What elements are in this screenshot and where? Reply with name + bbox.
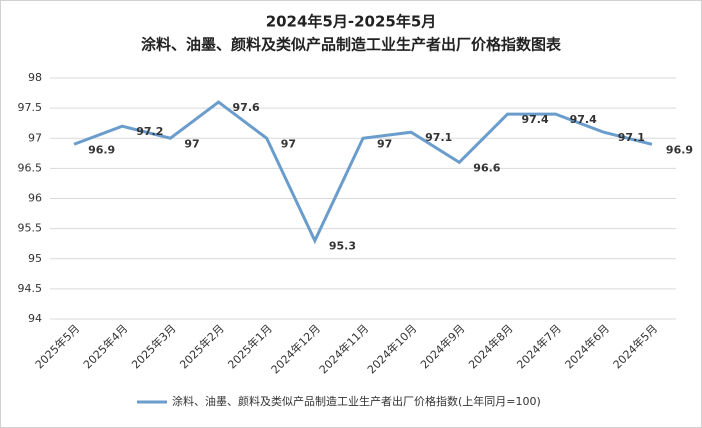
legend-label: 涂料、油墨、颜料及类似产品制造工业生产者出厂价格指数(上年同月=100): [172, 394, 541, 408]
y-tick-label: 94: [28, 312, 42, 325]
y-tick-label: 97: [28, 131, 42, 144]
data-label: 97: [377, 137, 392, 150]
data-label: 97.4: [521, 113, 548, 126]
chart-subtitle: 涂料、油墨、颜料及类似产品制造工业生产者出厂价格指数图表: [141, 36, 562, 54]
chart-title: 2024年5月-2025年5月: [266, 13, 437, 31]
y-tick-label: 95: [28, 252, 42, 265]
data-label: 97.1: [425, 131, 452, 144]
y-tick-label: 96.5: [18, 161, 43, 174]
data-label: 97.4: [570, 113, 597, 126]
data-label: 96.9: [666, 143, 693, 156]
y-tick-label: 97.5: [18, 101, 43, 114]
y-tick-label: 95.5: [18, 222, 43, 235]
data-label: 97.2: [136, 125, 163, 138]
data-line: [73, 100, 653, 245]
data-label: 97.1: [618, 131, 645, 144]
data-label: 96.6: [473, 161, 500, 174]
y-tick-label: 94.5: [18, 282, 43, 295]
data-label: 97: [184, 137, 199, 150]
data-label: 97.6: [233, 101, 260, 114]
data-label: 96.9: [88, 143, 115, 156]
y-tick-label: 96: [28, 192, 42, 205]
y-tick-label: 98: [28, 71, 42, 84]
data-label: 97: [281, 137, 296, 150]
data-label: 95.3: [329, 240, 356, 253]
